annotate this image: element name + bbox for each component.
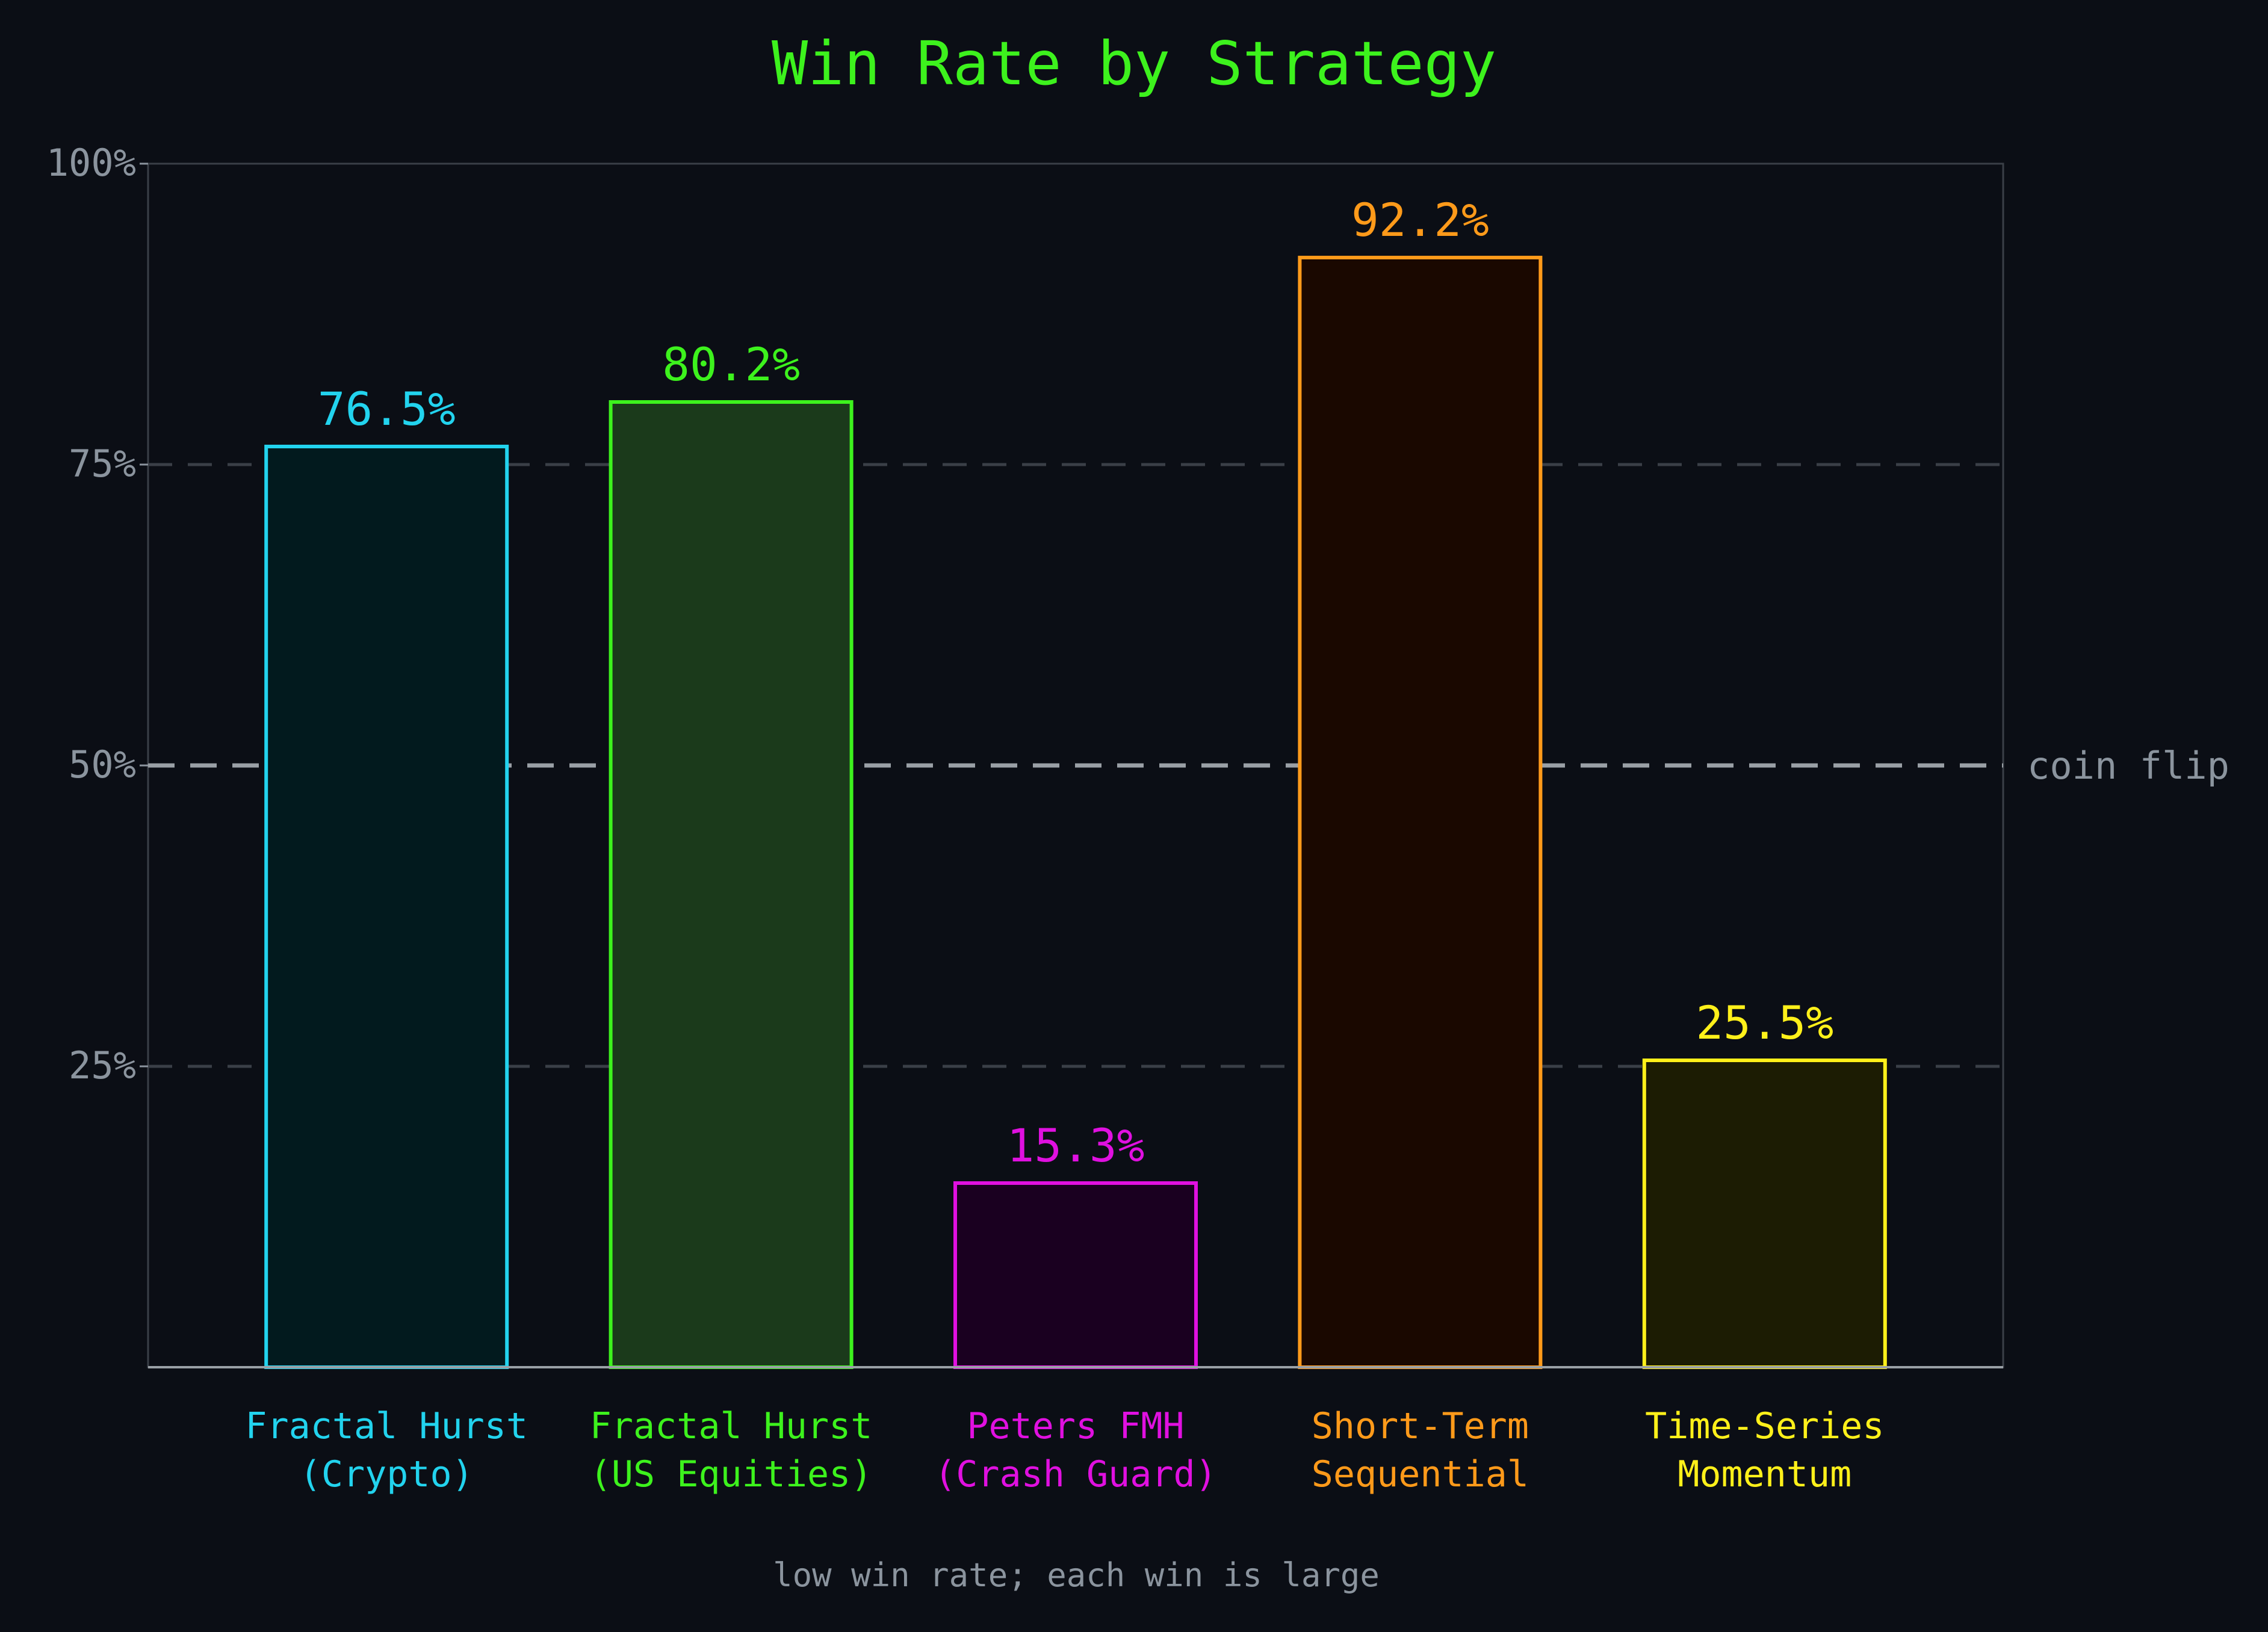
category-label-line: Momentum (1678, 1453, 1851, 1495)
bar-5 (1642, 1059, 1887, 1369)
grid-lines (148, 463, 2003, 1068)
bar-1 (264, 445, 509, 1369)
y-tick-label-50: 50% (69, 743, 136, 787)
y-tick-label-25: 25% (69, 1043, 136, 1087)
category-label-line: (Crypto) (300, 1453, 474, 1495)
bar-value-label-2: 80.2% (662, 338, 800, 391)
x-axis-category-labels: Fractal Hurst (Crypto) Fractal Hurst (US Eq… (245, 1405, 1884, 1495)
category-label-4: Short-Term Sequential (1312, 1405, 1529, 1495)
reference-line-label: coin flip (2027, 744, 2229, 788)
bars-group: 76.5% 80.2% 15.3% 92.2% 25.5% (264, 193, 1887, 1369)
category-label-line: Sequential (1312, 1453, 1529, 1495)
category-label-line: Time-Series (1645, 1405, 1884, 1447)
bar-3 (953, 1181, 1198, 1369)
y-tick-label-100: 100% (46, 141, 136, 185)
bar-4 (1298, 256, 1543, 1369)
bar-value-label-5: 25.5% (1696, 996, 1833, 1049)
y-tick-label-75: 75% (69, 442, 136, 486)
category-label-1: Fractal Hurst (Crypto) (245, 1405, 528, 1495)
category-label-line: (Crash Guard) (934, 1453, 1217, 1495)
category-label-line: Peters FMH (967, 1405, 1184, 1447)
bar-2 (609, 400, 854, 1369)
category-label-line: Fractal Hurst (590, 1405, 873, 1447)
bar-value-label-3: 15.3% (1007, 1119, 1145, 1172)
bar-value-label-4: 92.2% (1351, 193, 1489, 247)
category-label-line: (US Equities) (590, 1453, 873, 1495)
category-label-2: Fractal Hurst (US Equities) (590, 1405, 873, 1495)
category-label-line: Fractal Hurst (245, 1405, 528, 1447)
category-label-3: Peters FMH (Crash Guard) (934, 1405, 1217, 1495)
bar-value-label-1: 76.5% (318, 382, 456, 436)
y-axis-ticks: 25% 50% 75% 100% (46, 141, 2003, 1368)
chart-title: Win Rate by Strategy (772, 28, 1496, 99)
category-label-line: Short-Term (1312, 1405, 1529, 1447)
category-label-5: Time-Series Momentum (1645, 1405, 1884, 1495)
chart-annotation: low win rate; each win is large (773, 1556, 1380, 1594)
